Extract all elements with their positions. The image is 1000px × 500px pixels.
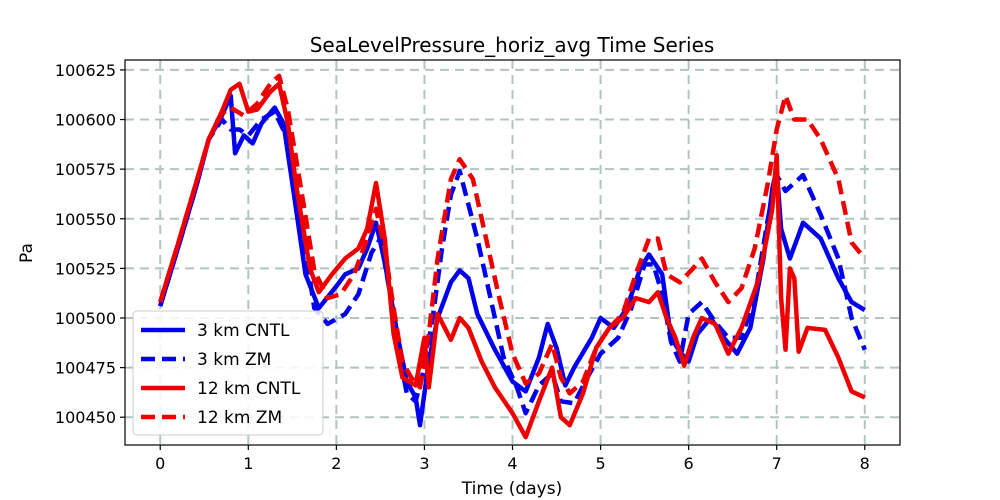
legend-label: 12 km CNTL — [197, 379, 301, 399]
y-tick-label: 100625 — [55, 61, 116, 80]
legend-label: 3 km CNTL — [197, 321, 290, 341]
legend-box — [132, 310, 324, 436]
legend: 3 km CNTL 3 km ZM 12 km CNTL 12 km ZM — [132, 310, 324, 436]
x-tick-label: 5 — [595, 454, 605, 473]
chart-title: SeaLevelPressure_horiz_avg Time Series — [310, 33, 715, 57]
y-tick-label: 100600 — [55, 111, 116, 130]
x-tick-label: 3 — [419, 454, 429, 473]
y-tick-label: 100475 — [55, 359, 116, 378]
ticks: 0 1 2 3 4 5 6 7 8 100450 100475 100500 100525 100550 1… — [55, 61, 870, 473]
series-line-12-km-zm — [158, 73, 867, 396]
y-tick-label: 100575 — [55, 160, 116, 179]
x-tick-label: 6 — [684, 454, 694, 473]
x-axis-label: Time (days) — [461, 479, 562, 499]
series-line-3-km-cntl — [158, 93, 866, 428]
series-line-3-km-zm — [158, 109, 867, 416]
series-line-12-km-cntl — [158, 81, 866, 440]
x-tick-label: 4 — [507, 454, 517, 473]
y-tick-label: 100450 — [55, 408, 116, 427]
y-axis-label: Pa — [17, 243, 37, 263]
y-tick-label: 100550 — [55, 210, 116, 229]
x-tick-label: 8 — [860, 454, 870, 473]
legend-label: 12 km ZM — [197, 408, 282, 428]
y-tick-label: 100500 — [55, 309, 116, 328]
x-tick-label: 0 — [155, 454, 165, 473]
x-tick-label: 7 — [772, 454, 782, 473]
x-tick-label: 1 — [243, 454, 253, 473]
legend-label: 3 km ZM — [197, 350, 271, 370]
series-group — [158, 73, 867, 440]
y-tick-label: 100525 — [55, 259, 116, 278]
x-tick-label: 2 — [331, 454, 341, 473]
